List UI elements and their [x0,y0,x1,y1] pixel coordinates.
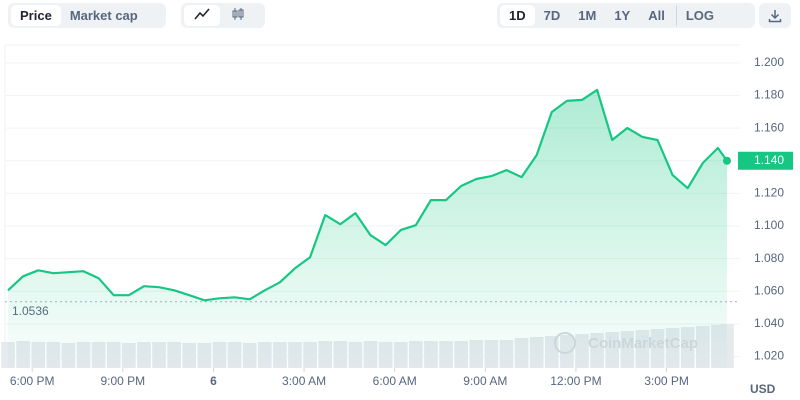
y-tick-label: 1.160 [754,120,784,134]
y-unit: USD [750,382,776,396]
candle-icon [232,8,244,20]
range-button[interactable]: LOG [675,5,723,26]
volume-bar [182,343,197,368]
y-tick-label: 1.060 [754,283,784,297]
volume-bar [696,326,710,368]
volume-bar [499,340,514,368]
watermark-logo [554,332,576,354]
volume-bar [560,335,574,368]
y-tick-label: 1.140 [754,153,784,167]
line-style-button[interactable] [184,5,220,26]
x-tick-label: 6:00 AM [373,374,417,388]
volume-bar [122,343,136,368]
y-tick-label: 1.200 [754,55,784,69]
price-area [8,89,727,369]
volume-bar [469,340,484,368]
volume-bar [680,327,695,368]
volume-bar [1,342,15,368]
current-price-box [738,151,793,170]
range-button[interactable]: 1D [500,5,535,26]
range-button[interactable]: 1M [578,8,597,23]
volume-bar [720,324,734,368]
tab[interactable]: Market cap [69,8,138,23]
volume-bar [529,337,544,368]
volume-bar [363,341,378,368]
x-tick-label: 6 [210,374,217,388]
volume-bar [590,333,604,368]
volume-bar [424,341,438,368]
volume-bar [288,342,302,368]
volume-bar [106,342,121,368]
volume-bar [605,332,619,368]
volume-bar [303,342,317,368]
download-icon [768,9,782,22]
range-button[interactable]: 7D [543,8,561,23]
x-tick-label: 6:00 PM [10,374,55,388]
watermark: CoinMarketCap [588,335,698,352]
last-point [722,156,731,165]
y-tick-label: 1.040 [754,316,784,330]
volume-bar [514,338,529,368]
volume-bar [91,342,106,368]
volume-bar [16,341,30,368]
volume-bar [409,341,423,368]
range-tabs: 1D 7D 1M 1Y All LOG [497,3,755,28]
volume-bar [137,342,151,368]
volume-bar [212,342,227,368]
volume-bar [61,343,76,368]
x-tick-label: 9:00 PM [100,374,145,388]
volume-bar [393,342,408,368]
volume-bar [242,343,257,368]
range-button[interactable]: All [648,8,665,23]
volume-bar [378,342,393,368]
x-tick-label: 12:00 PM [550,374,601,388]
volume-bar [46,342,61,368]
volume-bar [439,341,453,368]
y-tick-label: 1.080 [754,251,784,265]
volume-bar [152,342,166,368]
current-price-label: 1.140 [754,153,784,167]
volume-bar [665,328,680,368]
volume-bar [454,341,468,368]
volume-bar [318,341,333,368]
volume-bar [333,341,348,368]
candle-style-button[interactable] [220,5,256,26]
volume-bar [348,342,363,368]
y-tick-label: 1.180 [754,88,784,102]
volume-bar [635,330,650,368]
style-tabs [181,3,265,28]
volume-bar [575,334,589,368]
tab[interactable]: Price [11,5,61,26]
y-tick-label: 1.020 [754,349,784,363]
y-tick-label: 1.100 [754,218,784,232]
y-tick-label: 1.120 [754,186,784,200]
volume-bar [484,340,499,368]
x-tick-label: 3:00 AM [282,374,326,388]
volume-bar [76,342,91,368]
volume-bar [620,331,635,368]
volume-bar [544,336,559,368]
price-line [7,88,728,302]
type-tabs: Price Market cap [8,3,166,28]
reference-label: 1.0536 [12,304,49,318]
range-button[interactable]: 1Y [614,8,631,23]
volume-bar [257,342,272,368]
x-tick-label: 3:00 PM [644,374,689,388]
download-button[interactable] [759,3,791,28]
volume-bar [650,329,665,368]
volume-bar [167,342,181,368]
volume-bar [273,342,287,368]
volume-bar [227,342,242,368]
volume-bar [31,342,46,368]
volume-bar [197,343,212,368]
volume-bar [711,325,725,368]
line-icon [194,8,210,20]
x-tick-label: 9:00 AM [463,374,507,388]
